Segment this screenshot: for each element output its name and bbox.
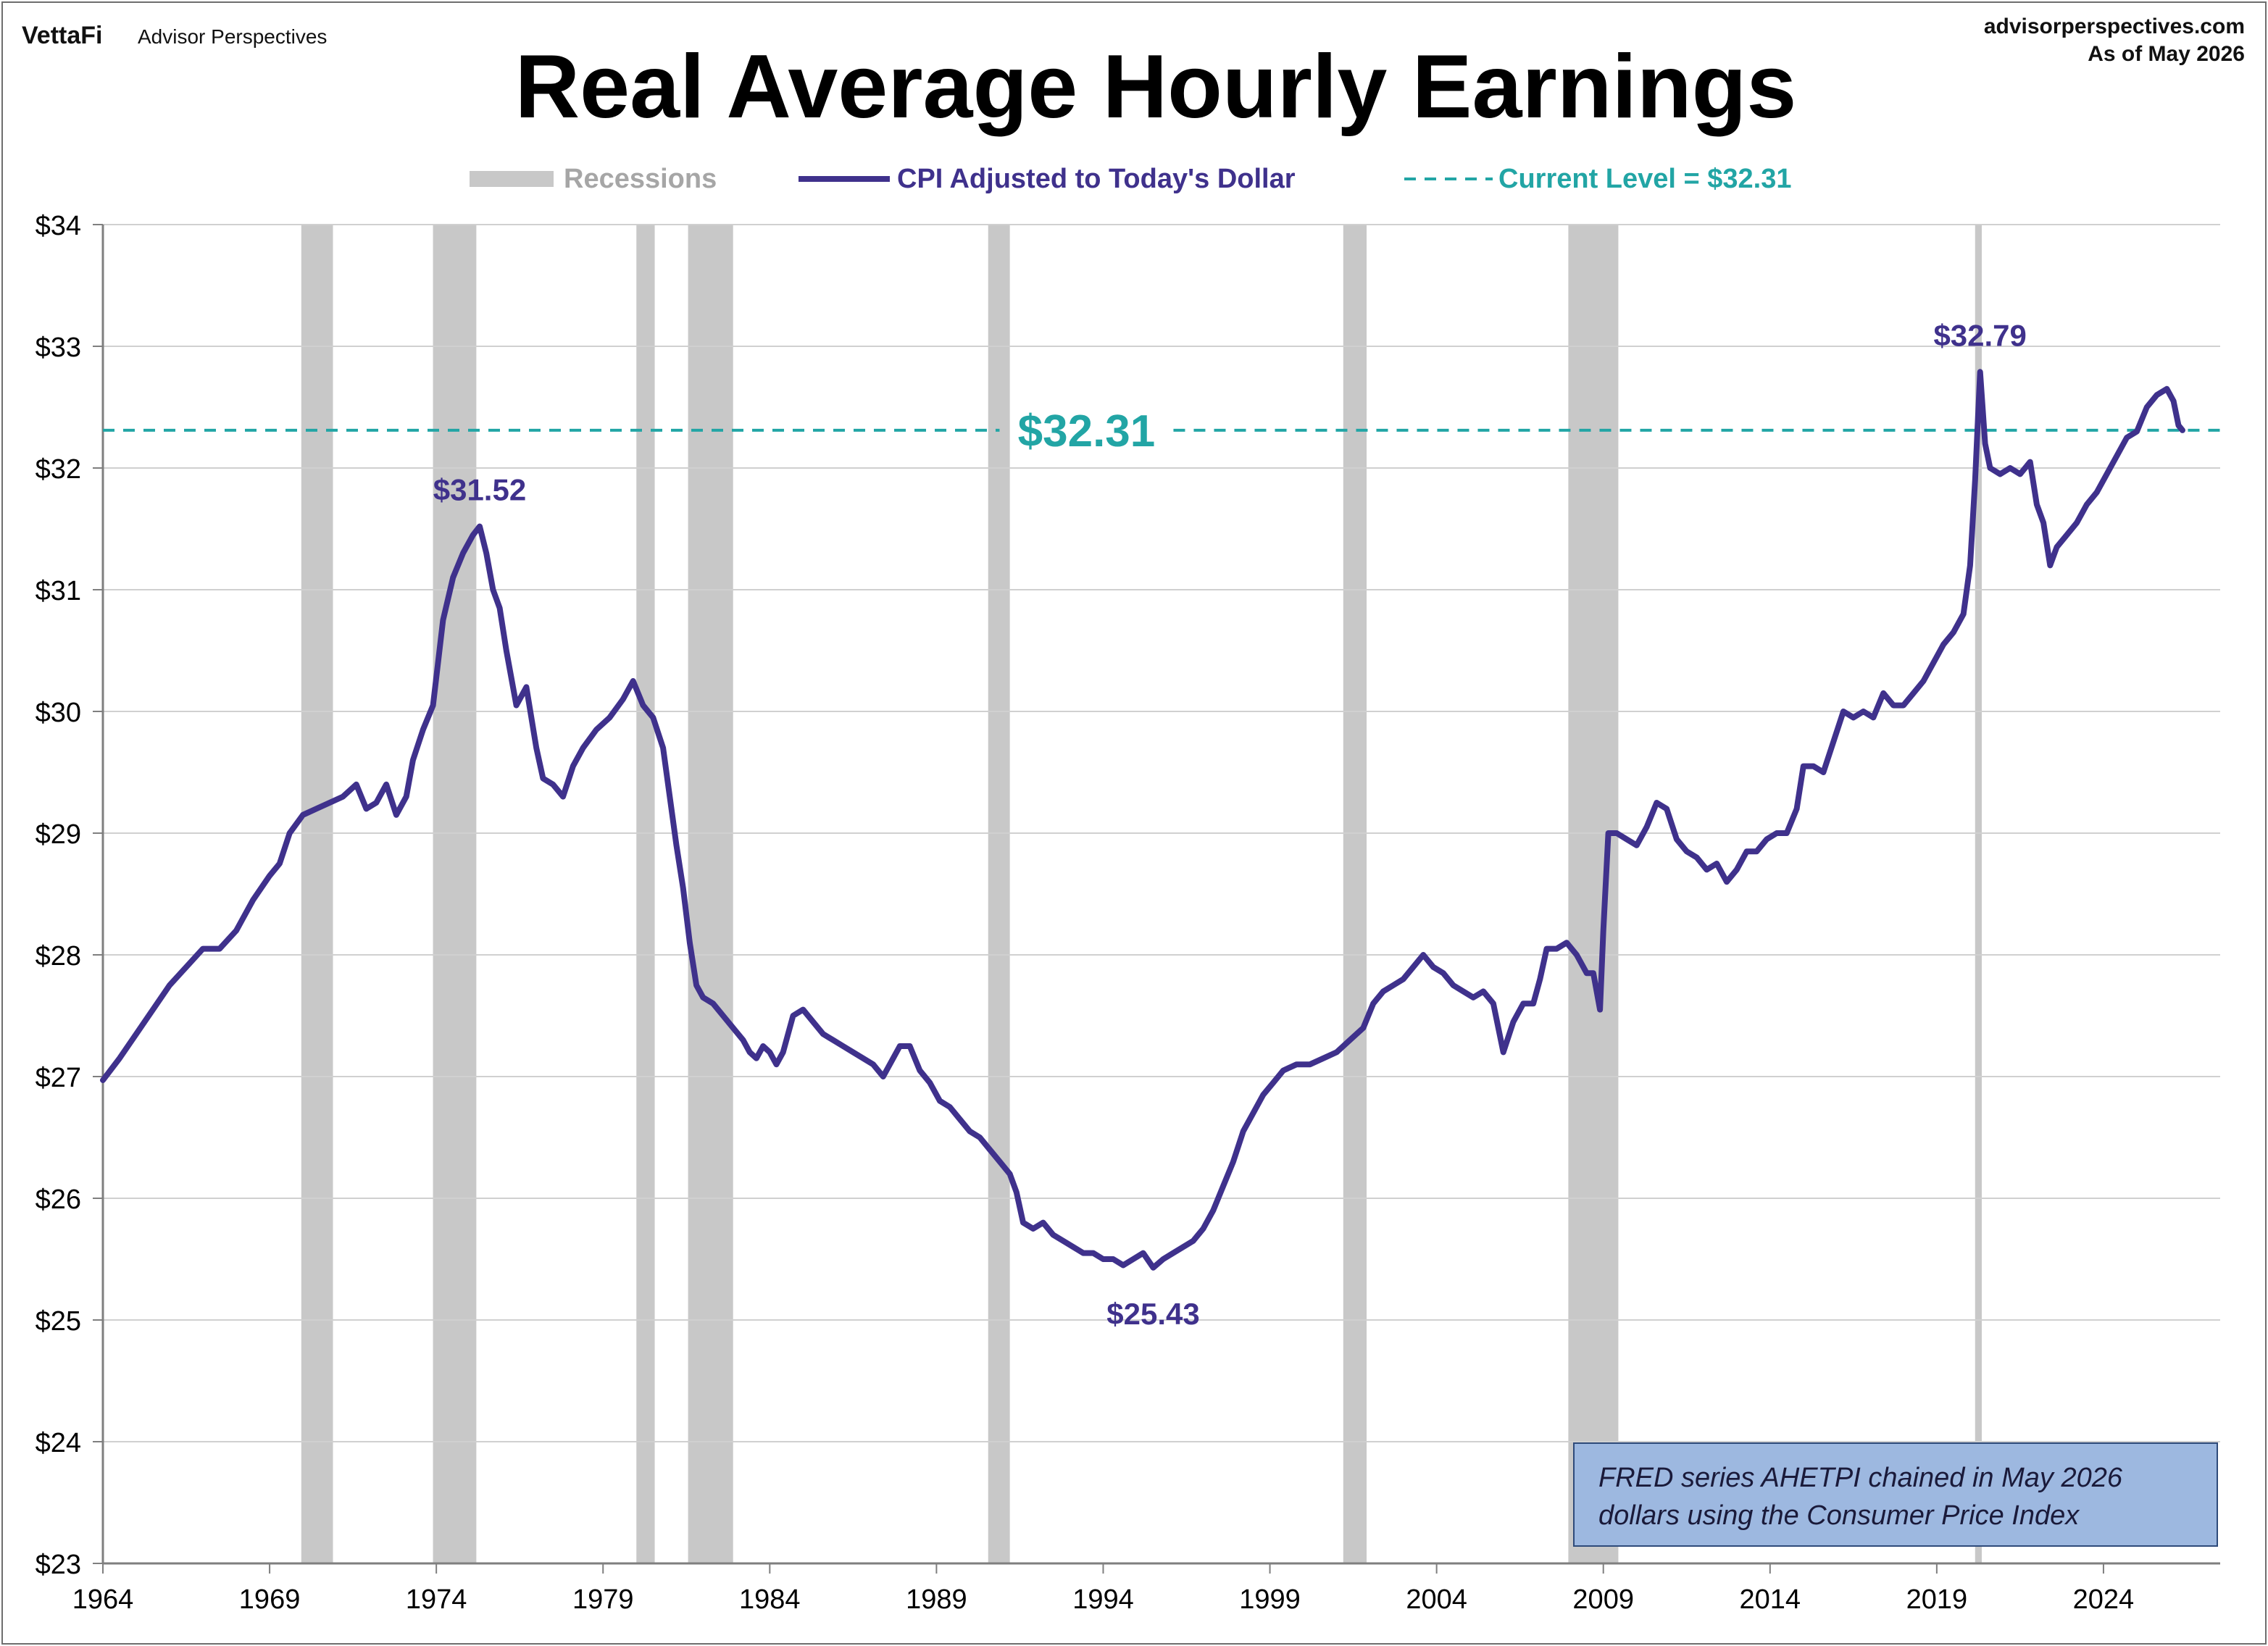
recession-band-8 — [1975, 225, 1982, 1563]
recession-band-5 — [988, 225, 1010, 1563]
x-tick-label: 2019 — [1906, 1584, 1968, 1615]
y-tick-label: $30 — [36, 698, 81, 728]
source-note-box — [1573, 1442, 2218, 1547]
current-level-line: $32.31 — [103, 406, 2220, 456]
annotations: $31.52 $25.43 $32.79 — [433, 318, 2027, 1330]
recession-band-4 — [688, 225, 733, 1563]
legend-recessions-label: Recessions — [564, 164, 717, 194]
current-level-label: $32.31 — [1018, 406, 1156, 456]
y-tick-label: $33 — [36, 333, 81, 363]
x-tick-label: 1999 — [1239, 1584, 1301, 1615]
recession-band-7 — [1568, 225, 1619, 1563]
website-label: advisorperspectives.com — [1984, 14, 2245, 38]
recession-band-6 — [1343, 225, 1367, 1563]
recession-band-3 — [636, 225, 655, 1563]
y-tick-label: $32 — [36, 454, 81, 485]
axes: $23 $24 $25 $26 $27 $28 $29 $30 $31 $32 $33 $34 1964… — [36, 211, 2220, 1615]
gridlines — [103, 224, 2220, 1442]
x-tick-label: 2009 — [1572, 1584, 1634, 1615]
chart-title: Real Average Hourly Earnings — [515, 37, 1797, 137]
source-note: FRED series AHETPI chained in May 2026 d… — [1573, 1442, 2218, 1547]
as-of-label: As of May 2026 — [2088, 42, 2245, 66]
vettafi-logo: VettaFi — [22, 22, 102, 49]
x-tick-label: 2024 — [2073, 1584, 2135, 1615]
y-tick-label: $28 — [36, 941, 81, 972]
publisher-name: Advisor Perspectives — [138, 25, 327, 48]
y-tick-label: $34 — [36, 211, 81, 241]
legend: Recessions CPI Adjusted to Today's Dolla… — [470, 164, 1792, 194]
recession-band-1 — [301, 225, 333, 1563]
annotation-2: $25.43 — [1106, 1297, 1199, 1331]
series-line-1 — [100, 369, 2185, 1271]
x-tick-label: 1989 — [906, 1584, 967, 1615]
annotation-1: $31.52 — [433, 473, 526, 507]
annotation-3: $32.79 — [1933, 318, 2026, 352]
legend-current-label: Current Level = $32.31 — [1498, 164, 1792, 194]
x-tick-label: 1969 — [239, 1584, 301, 1615]
recession-bands — [301, 225, 1982, 1563]
y-tick-label: $26 — [36, 1185, 81, 1215]
y-tick-label: $24 — [36, 1428, 81, 1458]
y-tick-label: $25 — [36, 1306, 81, 1337]
x-tick-label: 2004 — [1406, 1584, 1467, 1615]
x-tick-label: 2014 — [1740, 1584, 1801, 1615]
y-tick-label: $23 — [36, 1550, 81, 1580]
y-tick-label: $31 — [36, 576, 81, 606]
legend-line-label: CPI Adjusted to Today's Dollar — [897, 164, 1296, 194]
y-tick-label: $29 — [36, 819, 81, 850]
x-tick-label: 1994 — [1072, 1584, 1134, 1615]
source-note-line-2: dollars using the Consumer Price Index — [1598, 1500, 2080, 1531]
legend-recessions-swatch — [470, 171, 554, 187]
y-tick-label: $27 — [36, 1063, 81, 1093]
x-tick-label: 1974 — [406, 1584, 467, 1615]
recession-band-2 — [433, 225, 477, 1563]
series-layer — [100, 369, 2185, 1271]
x-tick-label: 1984 — [739, 1584, 801, 1615]
x-tick-label: 1964 — [72, 1584, 134, 1615]
source-note-line-1: FRED series AHETPI chained in May 2026 — [1598, 1463, 2123, 1493]
x-tick-label: 1979 — [572, 1584, 634, 1615]
